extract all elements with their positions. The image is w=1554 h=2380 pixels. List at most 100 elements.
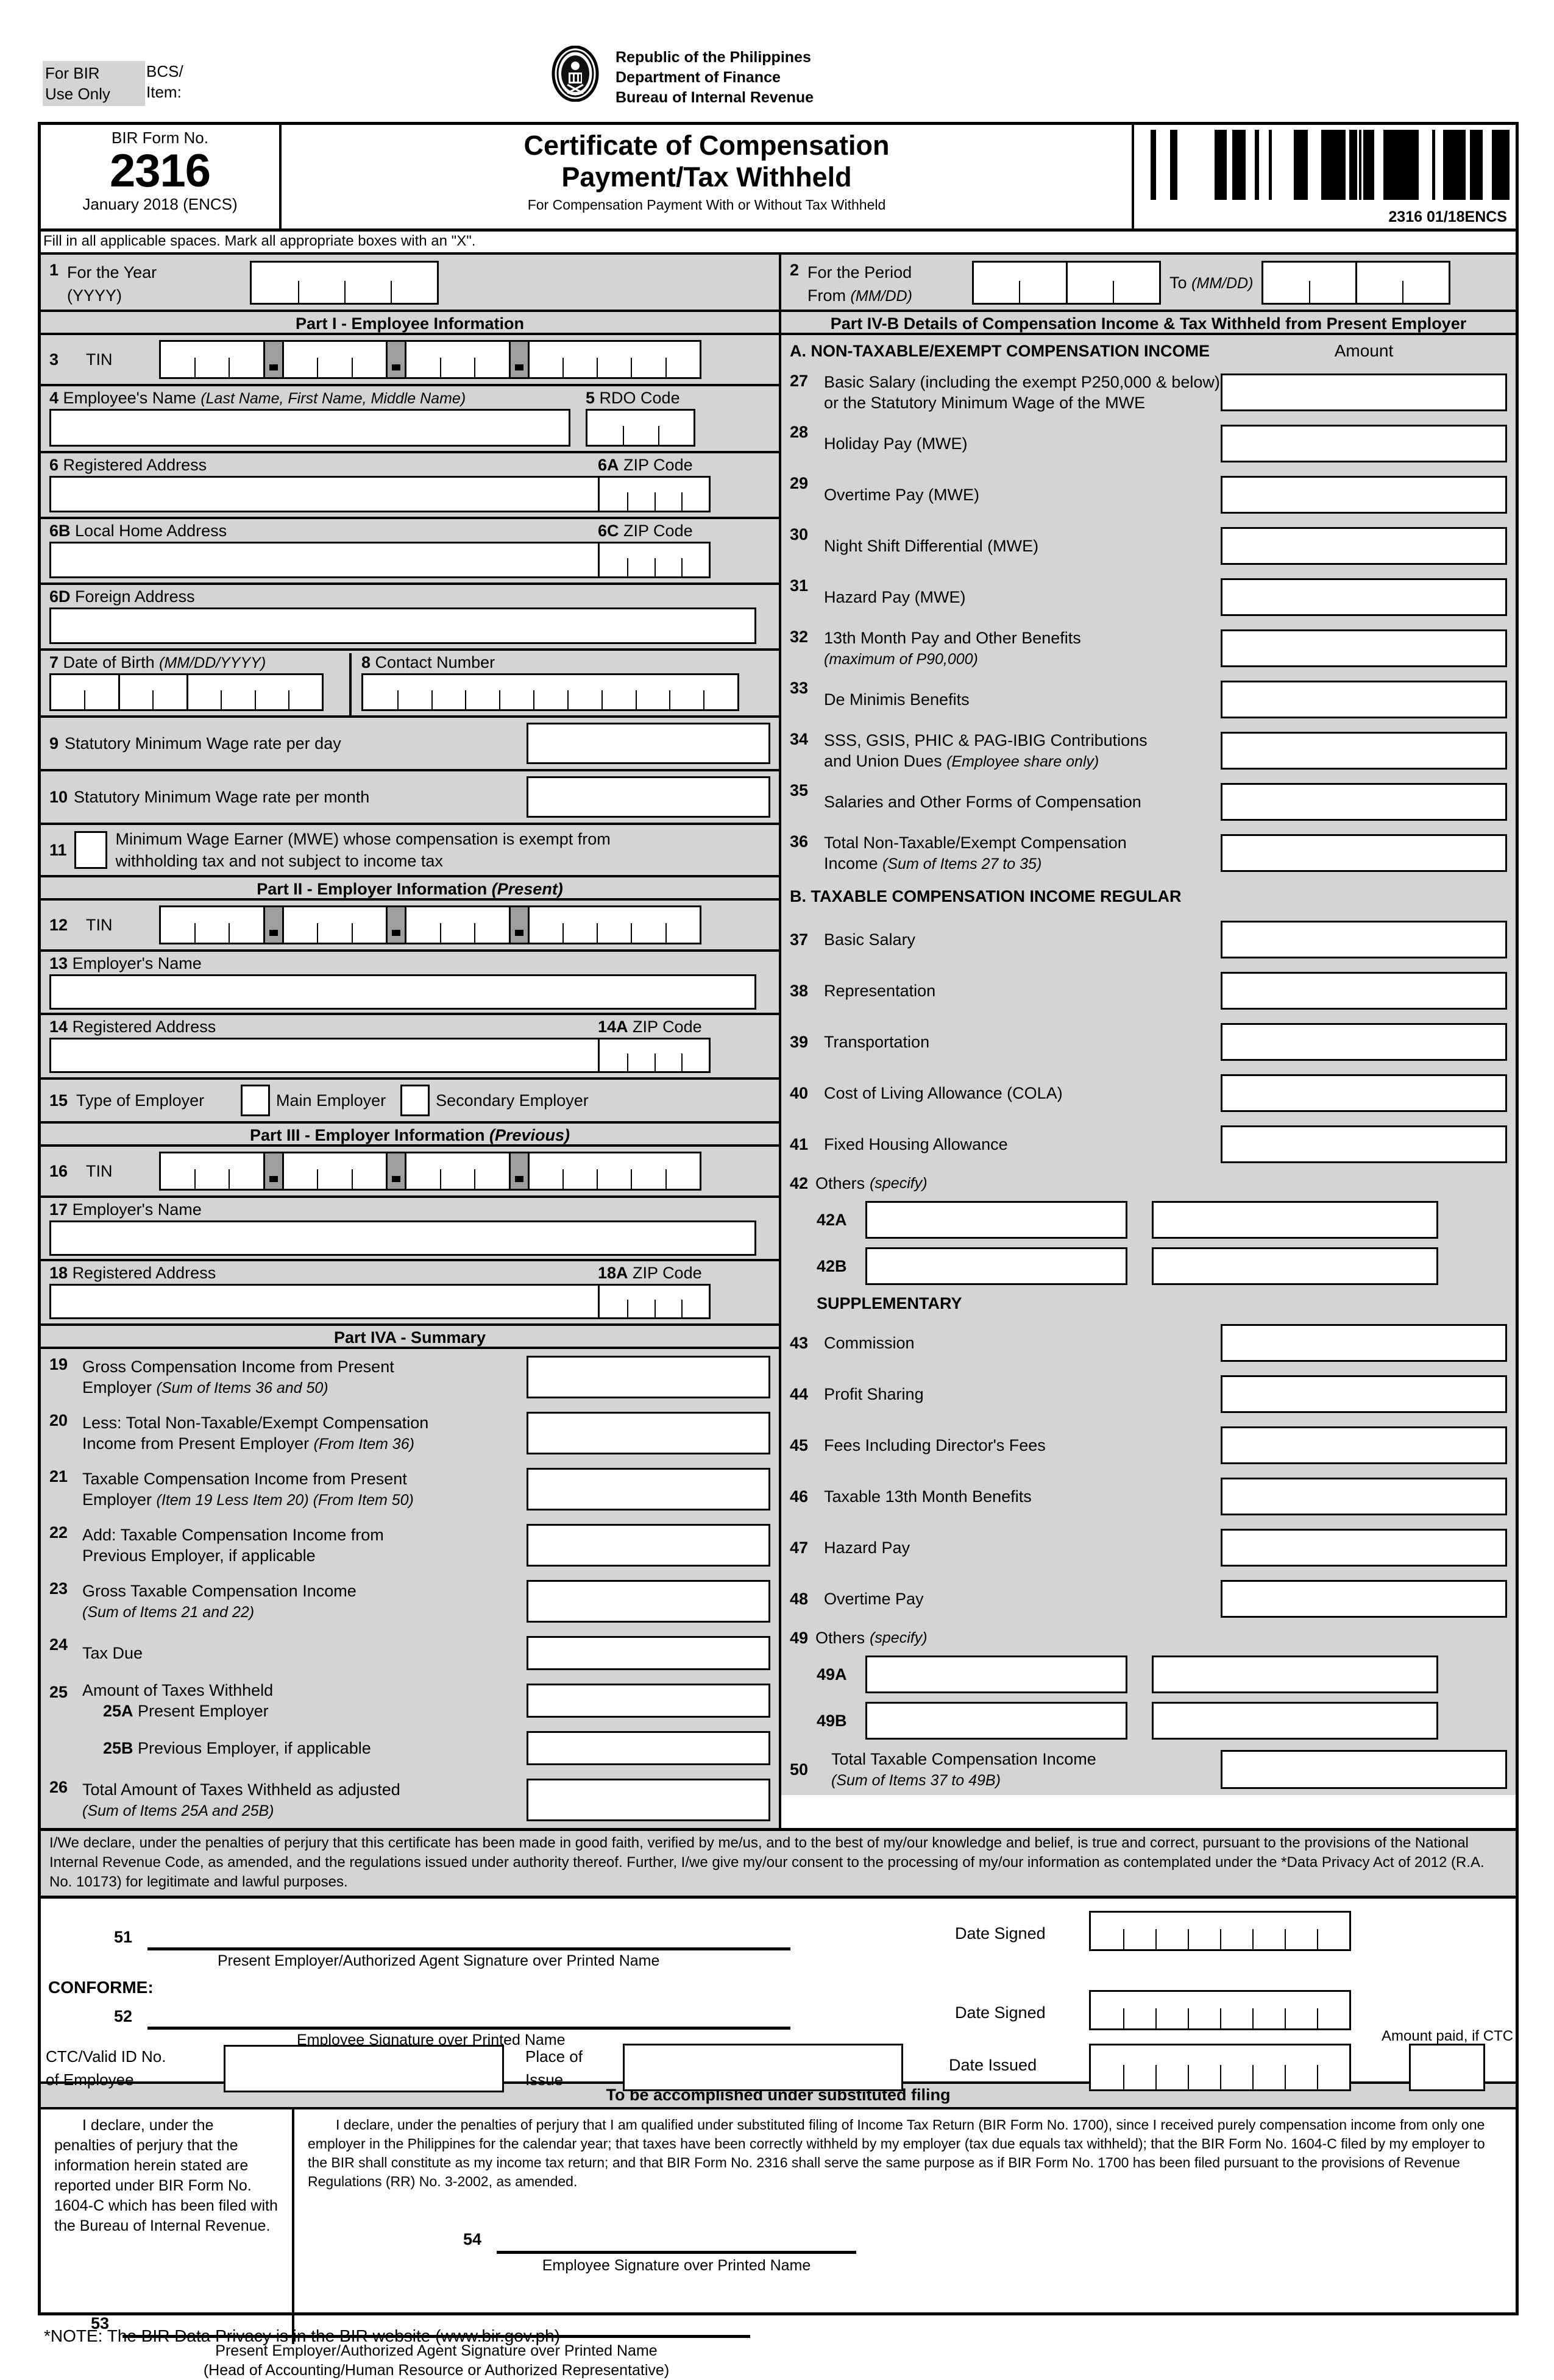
taxable-amount-input[interactable]	[1221, 1023, 1507, 1061]
supplementary-amount-input[interactable]	[1221, 1580, 1507, 1618]
item-6c-text: ZIP Code	[623, 522, 693, 540]
summary-item-line1: Gross Taxable Compensation Income	[82, 1581, 357, 1600]
summary-amount-input[interactable]	[527, 1779, 770, 1821]
place-of-issue-input[interactable]	[623, 2044, 903, 2091]
taxable-item-label: Basic Salary	[824, 930, 916, 949]
contact-number-input[interactable]	[361, 673, 739, 711]
smw-per-day-input[interactable]	[527, 723, 770, 764]
employee-tin-input[interactable]	[159, 340, 701, 379]
local-home-address-input[interactable]	[49, 542, 619, 578]
summary-amount-input[interactable]	[527, 1356, 770, 1398]
item-7-text: Date of Birth	[63, 653, 155, 671]
taxable-amount-input[interactable]	[1221, 921, 1507, 958]
summary-amount-input[interactable]	[527, 1580, 770, 1623]
section-part-1: Part I - Employee Information	[41, 312, 779, 335]
summary-item-sub: 25A Present Employer	[103, 1702, 269, 1720]
supplementary-amount-input[interactable]	[1221, 1375, 1507, 1413]
item-12-number: 12	[49, 915, 68, 934]
nontaxable-amount-input[interactable]	[1221, 476, 1507, 514]
item-6c-number: 6C	[598, 522, 619, 540]
section-part-3-note: (Previous)	[489, 1126, 570, 1144]
summary-amount-input[interactable]	[527, 1524, 770, 1567]
local-home-zip-input[interactable]	[598, 542, 711, 578]
date-signed-51-input[interactable]	[1089, 1911, 1351, 1951]
section-part-4a: Part IVA - Summary	[41, 1326, 779, 1349]
summary-amount-input[interactable]	[527, 1684, 770, 1718]
nontaxable-amount-input[interactable]	[1221, 681, 1507, 718]
supplementary-amount-input[interactable]	[1221, 1529, 1507, 1567]
amount-column-header: Amount	[1334, 341, 1394, 360]
item-52-signature-line[interactable]	[147, 2027, 790, 2030]
item-50-amount-input[interactable]	[1221, 1750, 1507, 1789]
employer-previous-name-input[interactable]	[49, 1220, 756, 1256]
date-issued-input[interactable]	[1089, 2044, 1351, 2091]
summary-item-number: 25	[49, 1683, 68, 1701]
item-18-text: Registered Address	[72, 1264, 216, 1282]
item-4-hint: (Last Name, First Name, Middle Name)	[200, 390, 466, 407]
employer-present-address-input[interactable]	[49, 1038, 619, 1073]
nontaxable-amount-input[interactable]	[1221, 578, 1507, 616]
nontaxable-amount-input[interactable]	[1221, 527, 1507, 565]
employer-previous-tin-input[interactable]	[159, 1152, 701, 1191]
taxable-amount-input[interactable]	[1221, 1125, 1507, 1163]
taxable-amount-input[interactable]	[1221, 972, 1507, 1010]
summary-amount-input[interactable]	[527, 1731, 770, 1765]
item-2-from-hint: (MM/DD)	[850, 288, 912, 305]
field-others-49b: 49B	[781, 1698, 1516, 1744]
item-9-label: Statutory Minimum Wage rate per day	[65, 734, 341, 753]
bcs-line2: Item:	[146, 83, 182, 101]
nontaxable-amount-input[interactable]	[1221, 834, 1507, 872]
item-51-signature-line[interactable]	[147, 1947, 790, 1950]
amount-paid-ctc-input[interactable]	[1409, 2044, 1485, 2091]
taxable-amount-input[interactable]	[1221, 1074, 1507, 1112]
nontaxable-amount-input[interactable]	[1221, 374, 1507, 411]
nontaxable-amount-input[interactable]	[1221, 629, 1507, 667]
year-input[interactable]	[250, 261, 439, 305]
nontaxable-amount-input[interactable]	[1221, 783, 1507, 821]
barcode-number: 2316 01/18ENCS	[1388, 208, 1507, 225]
others-42b-specify-input[interactable]	[865, 1247, 1127, 1285]
item-54-signature-line[interactable]	[497, 2251, 857, 2254]
smw-per-month-input[interactable]	[527, 776, 770, 818]
period-from-input[interactable]	[972, 261, 1162, 305]
employer-previous-address-input[interactable]	[49, 1284, 619, 1319]
summary-amount-input[interactable]	[527, 1468, 770, 1511]
others-49b-specify-input[interactable]	[865, 1702, 1127, 1740]
period-to-input[interactable]	[1261, 261, 1451, 305]
nontaxable-amount-input[interactable]	[1221, 425, 1507, 462]
supplementary-amount-input[interactable]	[1221, 1426, 1507, 1464]
others-42a-specify-input[interactable]	[865, 1201, 1127, 1239]
item-53-signature-line[interactable]	[122, 2335, 750, 2338]
rdo-code-input[interactable]	[586, 409, 695, 447]
ctc-valid-id-input[interactable]	[224, 2045, 504, 2092]
others-49a-specify-input[interactable]	[865, 1656, 1127, 1693]
summary-amount-input[interactable]	[527, 1412, 770, 1454]
supplementary-item-number: 45	[790, 1436, 809, 1454]
item-42-label: Others	[815, 1174, 865, 1192]
secondary-employer-checkbox[interactable]	[400, 1085, 430, 1116]
foreign-address-input[interactable]	[49, 607, 756, 644]
nontaxable-item-number: 33	[790, 679, 809, 697]
employee-name-input[interactable]	[49, 409, 570, 447]
supplementary-amount-input[interactable]	[1221, 1478, 1507, 1515]
date-of-birth-input[interactable]	[49, 673, 324, 711]
others-49b-amount-input[interactable]	[1152, 1702, 1438, 1740]
mwe-checkbox[interactable]	[74, 831, 107, 869]
employee-zip-input[interactable]	[598, 476, 711, 512]
employer-previous-zip-input[interactable]	[598, 1284, 711, 1319]
employer-present-name-input[interactable]	[49, 974, 756, 1010]
field-employer-previous-tin: 16 TIN	[41, 1147, 779, 1198]
nontaxable-amount-input[interactable]	[1221, 732, 1507, 770]
employer-present-zip-input[interactable]	[598, 1038, 711, 1073]
taxable-item-number: 40	[790, 1083, 809, 1102]
summary-amount-input[interactable]	[527, 1636, 770, 1670]
main-employer-checkbox[interactable]	[241, 1085, 271, 1116]
others-49a-amount-input[interactable]	[1152, 1656, 1438, 1693]
employer-present-tin-input[interactable]	[159, 905, 701, 944]
date-signed-52-input[interactable]	[1089, 1990, 1351, 2030]
nontaxable-item-number: 32	[790, 628, 809, 646]
supplementary-amount-input[interactable]	[1221, 1324, 1507, 1362]
employee-registered-address-input[interactable]	[49, 476, 619, 512]
others-42a-amount-input[interactable]	[1152, 1201, 1438, 1239]
others-42b-amount-input[interactable]	[1152, 1247, 1438, 1285]
